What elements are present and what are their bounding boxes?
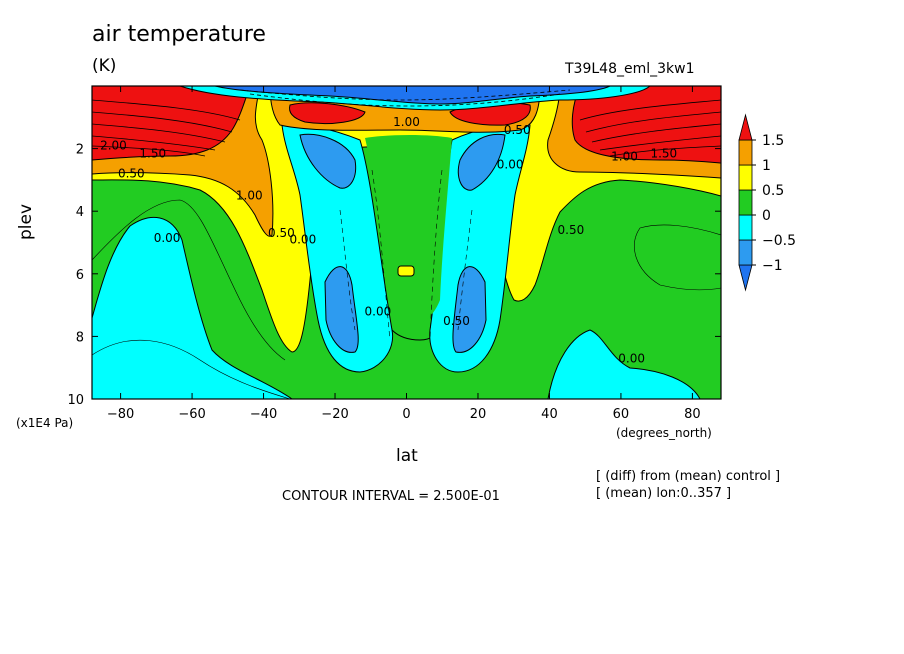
contour-labels: 2.001.500.501.000.00 0.500.000.001.000.50… <box>100 115 677 365</box>
x-axis-unit: (degrees_north) <box>616 426 712 440</box>
x-tick-label: −40 <box>250 407 277 422</box>
contour-label: 0.00 <box>289 232 316 246</box>
field-red-left <box>92 86 251 161</box>
chart-title: air temperature <box>92 22 266 47</box>
contour-lines-thin <box>92 169 721 399</box>
x-tick-label: 20 <box>470 407 487 422</box>
x-tick-label: 0 <box>402 407 410 422</box>
diff-note: [ (diff) from (mean) control ] <box>596 469 781 484</box>
contour-label: 0.50 <box>504 123 531 137</box>
colorbar-tick-label: 0.5 <box>762 183 784 199</box>
x-tick-label: 80 <box>684 407 701 422</box>
chart-units: (K) <box>92 56 117 76</box>
contour-label: 0.00 <box>618 351 645 365</box>
axis-ticks: −80 −60 −40 −20 0 20 40 60 80 2 4 6 8 10 <box>67 86 721 422</box>
field-cyan-left <box>281 123 394 373</box>
contour-label: 1.00 <box>393 115 420 129</box>
x-tick-label: 60 <box>613 407 630 422</box>
plot-area <box>92 86 721 399</box>
field-cyan-sw <box>92 217 293 399</box>
contour-label: 0.50 <box>118 167 145 181</box>
field-blue-top <box>214 86 611 105</box>
colorbar-tick-label: 1.5 <box>762 133 784 149</box>
mean-note: [ (mean) lon:0..357 ] <box>596 486 732 501</box>
y-tick-label: 8 <box>76 330 84 345</box>
field-blue-right-up <box>457 133 506 191</box>
field-red-center-left <box>289 102 366 125</box>
field-blue-left-low <box>324 266 359 353</box>
field-green-center-top <box>365 135 452 325</box>
colorbar-tick-label: −1 <box>762 258 783 274</box>
y-tick-label: 4 <box>76 205 84 220</box>
x-tick-label: −20 <box>321 407 348 422</box>
field-blue-left-up <box>299 133 357 189</box>
colorbar-swatch <box>738 214 753 241</box>
contour-label: 0.50 <box>268 226 295 240</box>
x-tick-label: −60 <box>178 407 205 422</box>
contour-label: 2.00 <box>100 138 127 152</box>
colorbar: 1.5 1 0.5 0 −0.5 −1 <box>738 113 796 292</box>
colorbar-swatch <box>738 139 753 166</box>
contour-label: 1.50 <box>650 146 677 160</box>
field-blue-right-low <box>452 266 487 353</box>
contour-label: 0.00 <box>497 157 524 171</box>
y-tick-label: 6 <box>76 268 84 283</box>
contour-label: 1.00 <box>236 189 263 203</box>
y-tick-label: 10 <box>67 393 84 408</box>
colorbar-swatch <box>738 264 753 292</box>
colorbar-tick-label: 1 <box>762 158 771 174</box>
x-tick-label: −80 <box>107 407 134 422</box>
x-axis-label: lat <box>396 446 418 466</box>
field-yellow-dot <box>397 265 415 277</box>
contour-label: 0.50 <box>443 314 470 328</box>
colorbar-tick-label: 0 <box>762 208 771 224</box>
contour-label: 1.00 <box>611 149 638 163</box>
colorbar-tick-label: −0.5 <box>762 233 796 249</box>
run-label: T39L48_eml_3kw1 <box>565 61 695 77</box>
y-tick-label: 2 <box>76 143 84 158</box>
contour-label: 0.00 <box>154 231 181 245</box>
contour-lines-top <box>92 89 721 157</box>
x-tick-label: 40 <box>541 407 558 422</box>
y-axis-unit: (x1E4 Pa) <box>16 416 74 430</box>
contour-label: 0.50 <box>558 223 585 237</box>
colorbar-swatch <box>738 189 753 216</box>
contour-label: 1.50 <box>139 146 166 160</box>
field-red-right <box>571 86 721 164</box>
contour-interval: CONTOUR INTERVAL = 2.500E-01 <box>282 489 500 504</box>
colorbar-swatch <box>738 239 753 266</box>
contour-label: 0.00 <box>365 304 392 318</box>
colorbar-swatch <box>738 113 753 141</box>
colorbar-swatch <box>738 164 753 191</box>
field-cyan-se <box>547 329 701 399</box>
